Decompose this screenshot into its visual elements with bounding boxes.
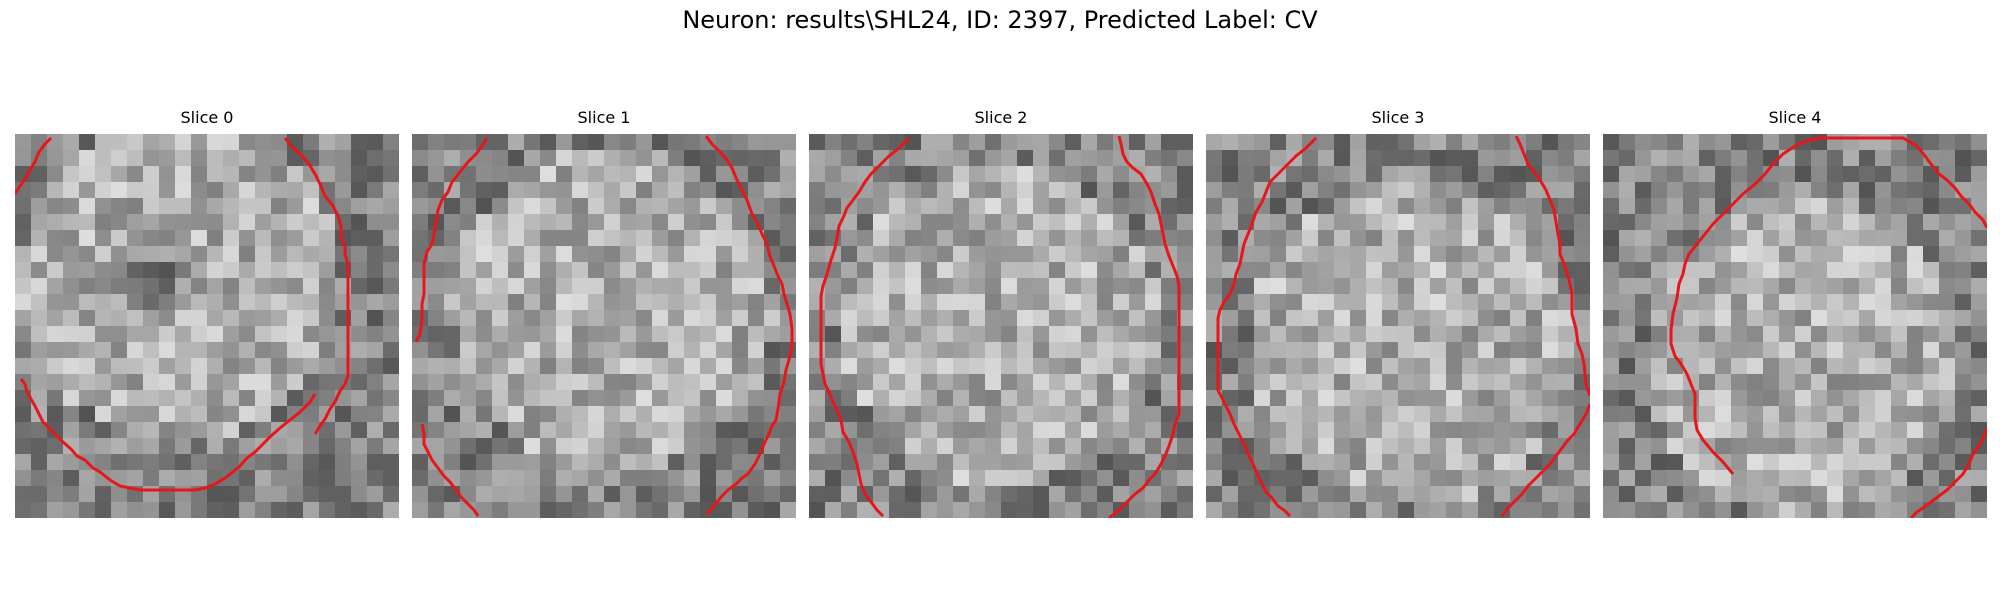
contour-left-1 <box>414 137 489 343</box>
slice-pixels-0 <box>15 134 399 518</box>
contour-right-1 <box>704 135 794 515</box>
figure-title: Neuron: results\SHL24, ID: 2397, Predict… <box>682 6 1318 34</box>
contour-lower-left-1 <box>420 423 480 517</box>
slice-image-0 <box>15 134 399 518</box>
slice-title-2: Slice 2 <box>974 108 1028 127</box>
contour-lower-right-3 <box>1500 403 1590 517</box>
contour-lower-right-4 <box>1909 427 1987 518</box>
slice-image-3 <box>1206 134 1590 518</box>
slice-image-4 <box>1603 134 1987 518</box>
slice-title-4: Slice 4 <box>1768 108 1822 127</box>
contour-left-2 <box>819 136 911 518</box>
contour-right-2 <box>1108 135 1181 518</box>
slice-title-3: Slice 3 <box>1371 108 1425 127</box>
contour-right-3 <box>1514 135 1590 397</box>
contour-bottom-0 <box>19 378 317 492</box>
contour-right-0 <box>283 137 350 435</box>
contour-main-4 <box>1669 136 1987 475</box>
slice-image-2 <box>809 134 1193 518</box>
slice-title-1: Slice 1 <box>577 108 631 127</box>
slice-pixels-3 <box>1206 134 1590 518</box>
contour-left-3 <box>1216 136 1318 518</box>
slice-pixels-2 <box>809 134 1193 518</box>
slice-title-0: Slice 0 <box>180 108 234 127</box>
slice-image-1 <box>412 134 796 518</box>
slice-pixels-1 <box>412 134 796 518</box>
contour-upper-left-0 <box>15 136 53 195</box>
slice-pixels-4 <box>1603 134 1987 518</box>
